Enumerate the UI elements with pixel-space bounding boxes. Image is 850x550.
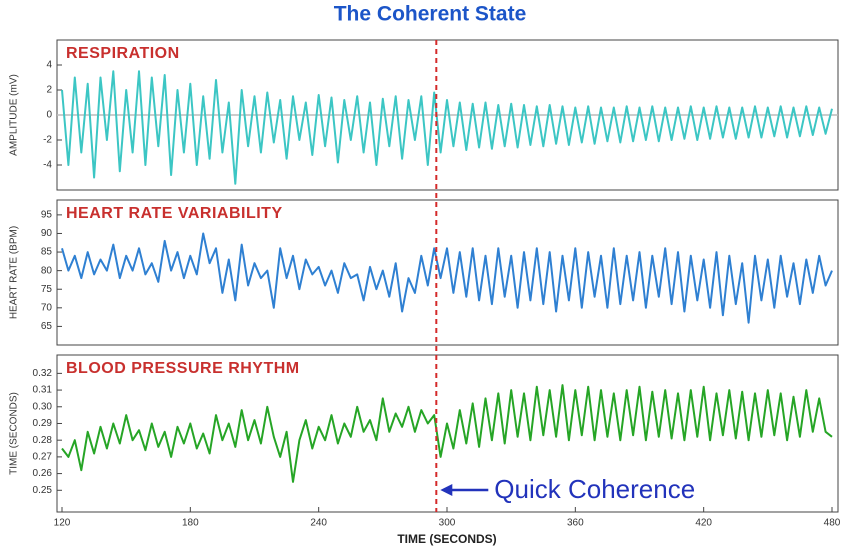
y-tick-label: 90 [41, 228, 53, 239]
x-tick-label: 240 [310, 518, 327, 529]
y-tick-label: 0 [46, 110, 52, 121]
y-axis-label: HEART RATE (BPM) [9, 226, 20, 319]
y-tick-label: 4 [46, 60, 52, 71]
y-tick-label: 0.30 [33, 401, 53, 412]
panel-title: HEART RATE VARIABILITY [66, 205, 283, 222]
chart-title: The Coherent State [334, 3, 527, 26]
y-tick-label: 95 [41, 210, 53, 221]
x-tick-label: 180 [182, 518, 199, 529]
panel-frame [56, 199, 839, 346]
annotation-text: Quick Coherence [494, 474, 695, 504]
y-tick-label: 0.25 [33, 485, 53, 496]
y-tick-label: 0.26 [33, 468, 53, 479]
y-tick-label: 2 [46, 85, 52, 96]
signal-line [61, 384, 833, 483]
panel-title: RESPIRATION [66, 45, 180, 62]
signal-line [61, 70, 833, 185]
signal-line [61, 232, 833, 324]
y-tick-label: 0.32 [33, 368, 53, 379]
y-tick-label: -4 [43, 160, 52, 171]
y-tick-label: 65 [41, 321, 53, 332]
x-tick-label: 120 [54, 518, 71, 529]
y-tick-label: 0.31 [33, 385, 53, 396]
x-axis-label: TIME (SECONDS) [397, 532, 496, 546]
y-tick-label: 0.27 [33, 452, 53, 463]
panel-title: BLOOD PRESSURE RHYTHM [66, 360, 300, 377]
y-axis-label: TIME (SECONDS) [9, 392, 20, 475]
annotation-arrowhead [440, 484, 453, 496]
x-tick-label: 480 [824, 518, 841, 529]
x-tick-label: 300 [439, 518, 456, 529]
y-tick-label: 75 [41, 284, 53, 295]
y-tick-label: 0.28 [33, 435, 53, 446]
x-tick-label: 360 [567, 518, 584, 529]
y-tick-label: -2 [43, 135, 52, 146]
y-tick-label: 85 [41, 247, 53, 258]
y-tick-label: 70 [41, 302, 53, 313]
y-tick-label: 0.29 [33, 418, 53, 429]
y-axis-label: AMPLITUDE (mV) [9, 74, 20, 156]
x-tick-label: 420 [695, 518, 712, 529]
y-tick-label: 80 [41, 265, 53, 276]
